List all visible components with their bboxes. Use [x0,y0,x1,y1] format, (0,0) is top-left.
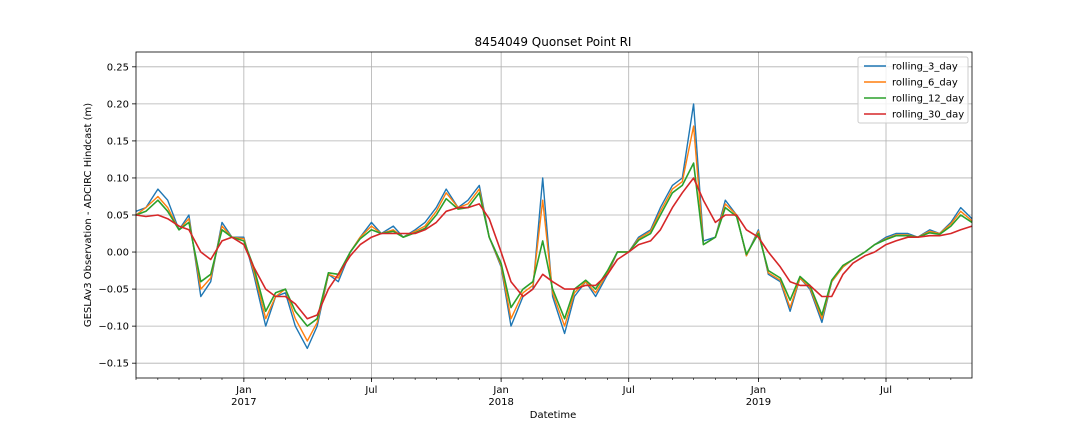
y-tick-label: 0.20 [107,99,129,110]
x-tick-label: Jul [622,385,635,396]
legend: rolling_3_day rolling_6_day rolling_12_day… [857,56,969,124]
legend-box [857,56,969,124]
series-line-rolling-30-day [135,177,973,320]
y-tick-label: −0.05 [98,285,129,296]
legend-label: rolling_6_day [892,78,958,89]
series-lines [135,103,973,350]
y-axis-label: GESLAv3 Observation - ADCIRC Hindcast (m… [83,103,94,327]
y-tick-label: −0.10 [98,322,129,333]
x-tick-label: Jan [235,385,251,396]
legend-label: rolling_3_day [892,62,958,73]
x-tick-label: Jul [879,385,892,396]
y-tick-label: 0.05 [107,211,129,222]
x-tick-label: Jan [750,385,766,396]
y-tick-label: 0.00 [107,248,129,259]
y-tick-label: 0.15 [107,136,129,147]
y-tick-label: −0.15 [98,359,129,370]
series-line-rolling-12-day [135,162,973,327]
chart-title: 8454049 Quonset Point RI [475,35,632,49]
y-tick-label: 0.10 [107,173,129,184]
axis-ticks: −0.15 −0.10 −0.05 0.00 0.05 0.10 0.15 0.20 0.25 J… [98,62,952,408]
grid [136,52,972,378]
x-axis-label: Datetime [530,410,577,421]
x-tick-year-label: 2018 [488,397,513,408]
legend-label: rolling_30_day [892,110,964,121]
legend-label: rolling_12_day [892,94,964,105]
x-tick-year-label: 2019 [746,397,771,408]
y-tick-label: 0.25 [107,62,129,73]
x-tick-year-label: 2017 [231,397,256,408]
x-tick-label: Jul [364,385,377,396]
x-tick-label: Jan [492,385,508,396]
